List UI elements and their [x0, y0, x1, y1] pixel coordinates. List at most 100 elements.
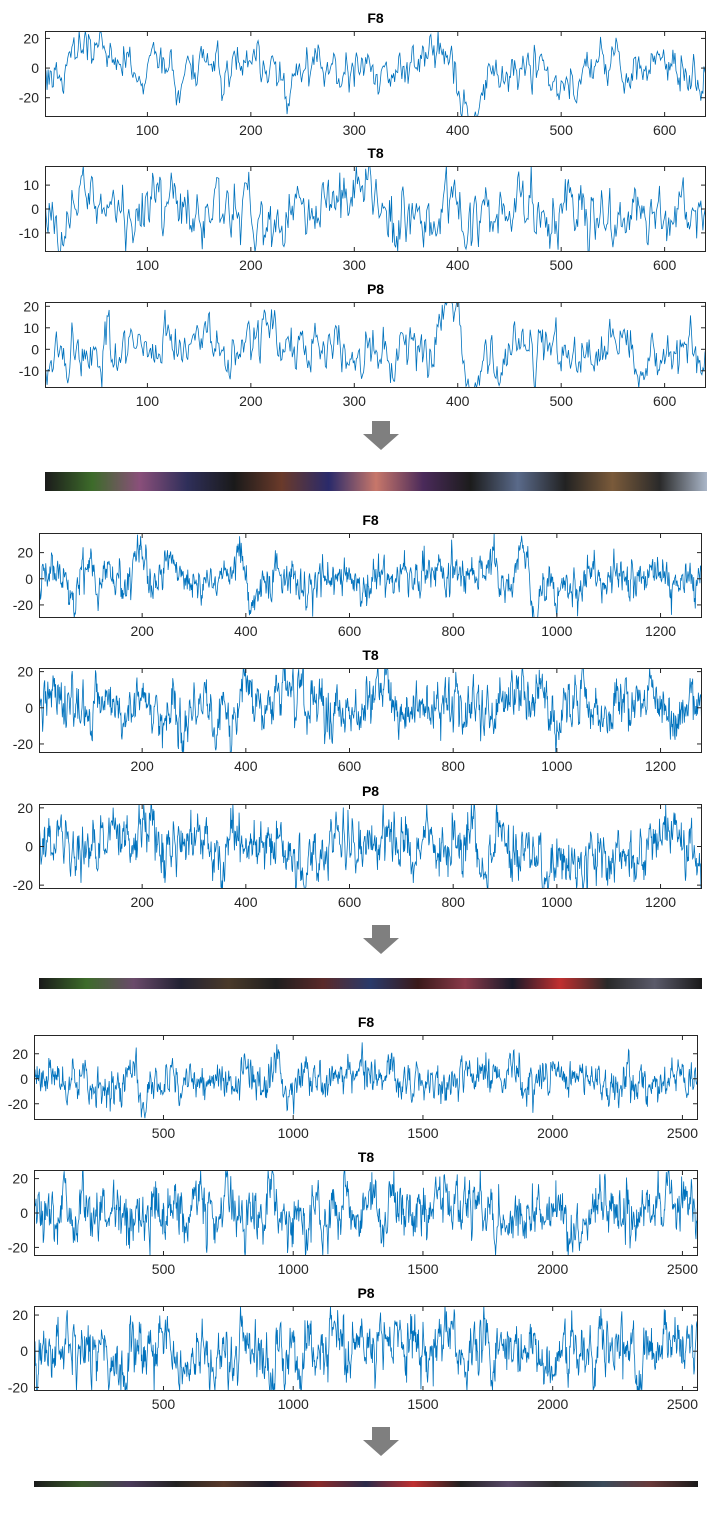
axes-box	[39, 533, 702, 618]
y-tick-label: 20	[23, 298, 39, 314]
axes-box	[45, 302, 706, 388]
x-tick-label: 1000	[541, 623, 572, 639]
x-tick-label: 300	[343, 393, 367, 409]
x-tick-label: 400	[446, 393, 470, 409]
x-tick-label: 500	[550, 122, 574, 138]
panel-title: F8	[367, 10, 384, 26]
x-tick-label: 600	[338, 758, 362, 774]
signal-line	[39, 668, 702, 753]
x-tick-label: 800	[442, 758, 466, 774]
eeg-panel-p8-9: 500 1000 1500 2000 2500 -20 0 20 P8	[8, 1285, 698, 1412]
x-tick-label: 1000	[278, 1261, 309, 1277]
x-tick-label: 1000	[278, 1396, 309, 1412]
x-tick-label: 600	[653, 122, 677, 138]
y-tick-label: 0	[20, 1205, 28, 1221]
encoded-image-strip-2	[39, 978, 702, 989]
eeg-panel-t8-5: 200 400 600 800 1000 1200 -20 0 20 T8	[13, 647, 702, 774]
y-tick-label: 0	[31, 201, 39, 217]
eeg-panel-t8-2: 100 200 300 400 500 600 -10 0 10 T8	[19, 145, 706, 273]
plot-area	[45, 166, 706, 252]
x-tick-label: 1200	[645, 623, 676, 639]
plot-area	[34, 1170, 698, 1256]
x-tick-label: 1200	[645, 758, 676, 774]
x-tick-label: 400	[446, 122, 470, 138]
x-tick-label: 300	[343, 257, 367, 273]
signal-line	[39, 804, 702, 889]
signal-line	[34, 1170, 698, 1256]
plot-area	[45, 31, 706, 117]
x-tick-label: 2500	[667, 1125, 698, 1141]
x-tick-label: 600	[653, 257, 677, 273]
y-tick-label: 10	[23, 320, 39, 336]
signal-line	[39, 533, 702, 618]
y-tick-label: 0	[25, 571, 33, 587]
signal-line	[34, 1306, 698, 1391]
plot-area	[34, 1035, 698, 1120]
axes-box	[34, 1306, 698, 1391]
x-tick-label: 500	[152, 1396, 176, 1412]
eeg-panel-f8-4: 200 400 600 800 1000 1200 -20 0 20 F8	[13, 512, 702, 639]
x-tick-label: 1500	[407, 1125, 438, 1141]
x-tick-label: 200	[130, 623, 154, 639]
x-tick-label: 1500	[407, 1261, 438, 1277]
down-arrow-icon	[363, 421, 399, 450]
y-tick-label: 20	[17, 545, 33, 561]
y-tick-label: -20	[8, 1096, 28, 1112]
y-tick-label: -10	[19, 363, 39, 379]
y-tick-label: -10	[19, 225, 39, 241]
y-tick-label: 20	[12, 1307, 28, 1323]
y-tick-label: 0	[31, 341, 39, 357]
y-tick-label: 20	[12, 1171, 28, 1187]
signal-line	[45, 302, 706, 388]
encoded-image-strip-3	[34, 1481, 698, 1487]
x-tick-label: 500	[152, 1261, 176, 1277]
x-tick-label: 1200	[645, 894, 676, 910]
signal-line	[45, 31, 706, 117]
signal-line	[45, 166, 706, 252]
x-tick-label: 600	[653, 393, 677, 409]
y-tick-label: 0	[25, 839, 33, 855]
x-tick-label: 800	[442, 623, 466, 639]
panel-title: P8	[362, 783, 379, 799]
x-tick-label: 200	[239, 122, 263, 138]
eeg-panel-f8-7: 500 1000 1500 2000 2500 -20 0 20 F8	[8, 1014, 698, 1141]
y-tick-label: -20	[19, 90, 39, 106]
y-tick-label: 0	[25, 700, 33, 716]
encoded-image-strip-1	[45, 472, 707, 491]
eeg-panel-p8-3: 100 200 300 400 500 600 -10 0 10 20 P8	[19, 281, 706, 409]
eeg-panel-f8-1: 100 200 300 400 500 600 -20 0 20 F8	[19, 10, 706, 138]
x-tick-label: 400	[234, 623, 258, 639]
x-tick-label: 1000	[278, 1125, 309, 1141]
x-tick-label: 2500	[667, 1396, 698, 1412]
y-tick-label: -20	[8, 1239, 28, 1255]
x-tick-label: 500	[550, 393, 574, 409]
x-tick-label: 100	[136, 122, 160, 138]
x-tick-label: 200	[130, 894, 154, 910]
x-tick-label: 200	[239, 393, 263, 409]
x-tick-label: 2500	[667, 1261, 698, 1277]
y-tick-label: -20	[13, 736, 33, 752]
eeg-panel-t8-8: 500 1000 1500 2000 2500 -20 0 20 T8	[8, 1149, 698, 1277]
x-tick-label: 2000	[537, 1125, 568, 1141]
y-tick-label: -20	[13, 597, 33, 613]
y-tick-label: -20	[13, 877, 33, 893]
x-tick-label: 600	[338, 623, 362, 639]
panel-title: T8	[362, 647, 379, 663]
panel-title: F8	[362, 512, 379, 528]
x-tick-label: 100	[136, 257, 160, 273]
y-tick-label: 0	[20, 1071, 28, 1087]
y-tick-label: 20	[17, 664, 33, 680]
down-arrow-icon	[363, 1427, 399, 1456]
x-tick-label: 600	[338, 894, 362, 910]
y-tick-label: 20	[17, 800, 33, 816]
down-arrow-icon	[363, 925, 399, 954]
x-tick-label: 1500	[407, 1396, 438, 1412]
panel-title: T8	[367, 145, 384, 161]
panel-title: P8	[357, 1285, 374, 1301]
panel-title: T8	[358, 1149, 375, 1165]
x-tick-label: 800	[442, 894, 466, 910]
panel-title: F8	[358, 1014, 375, 1030]
x-tick-label: 200	[130, 758, 154, 774]
y-tick-label: 20	[12, 1046, 28, 1062]
